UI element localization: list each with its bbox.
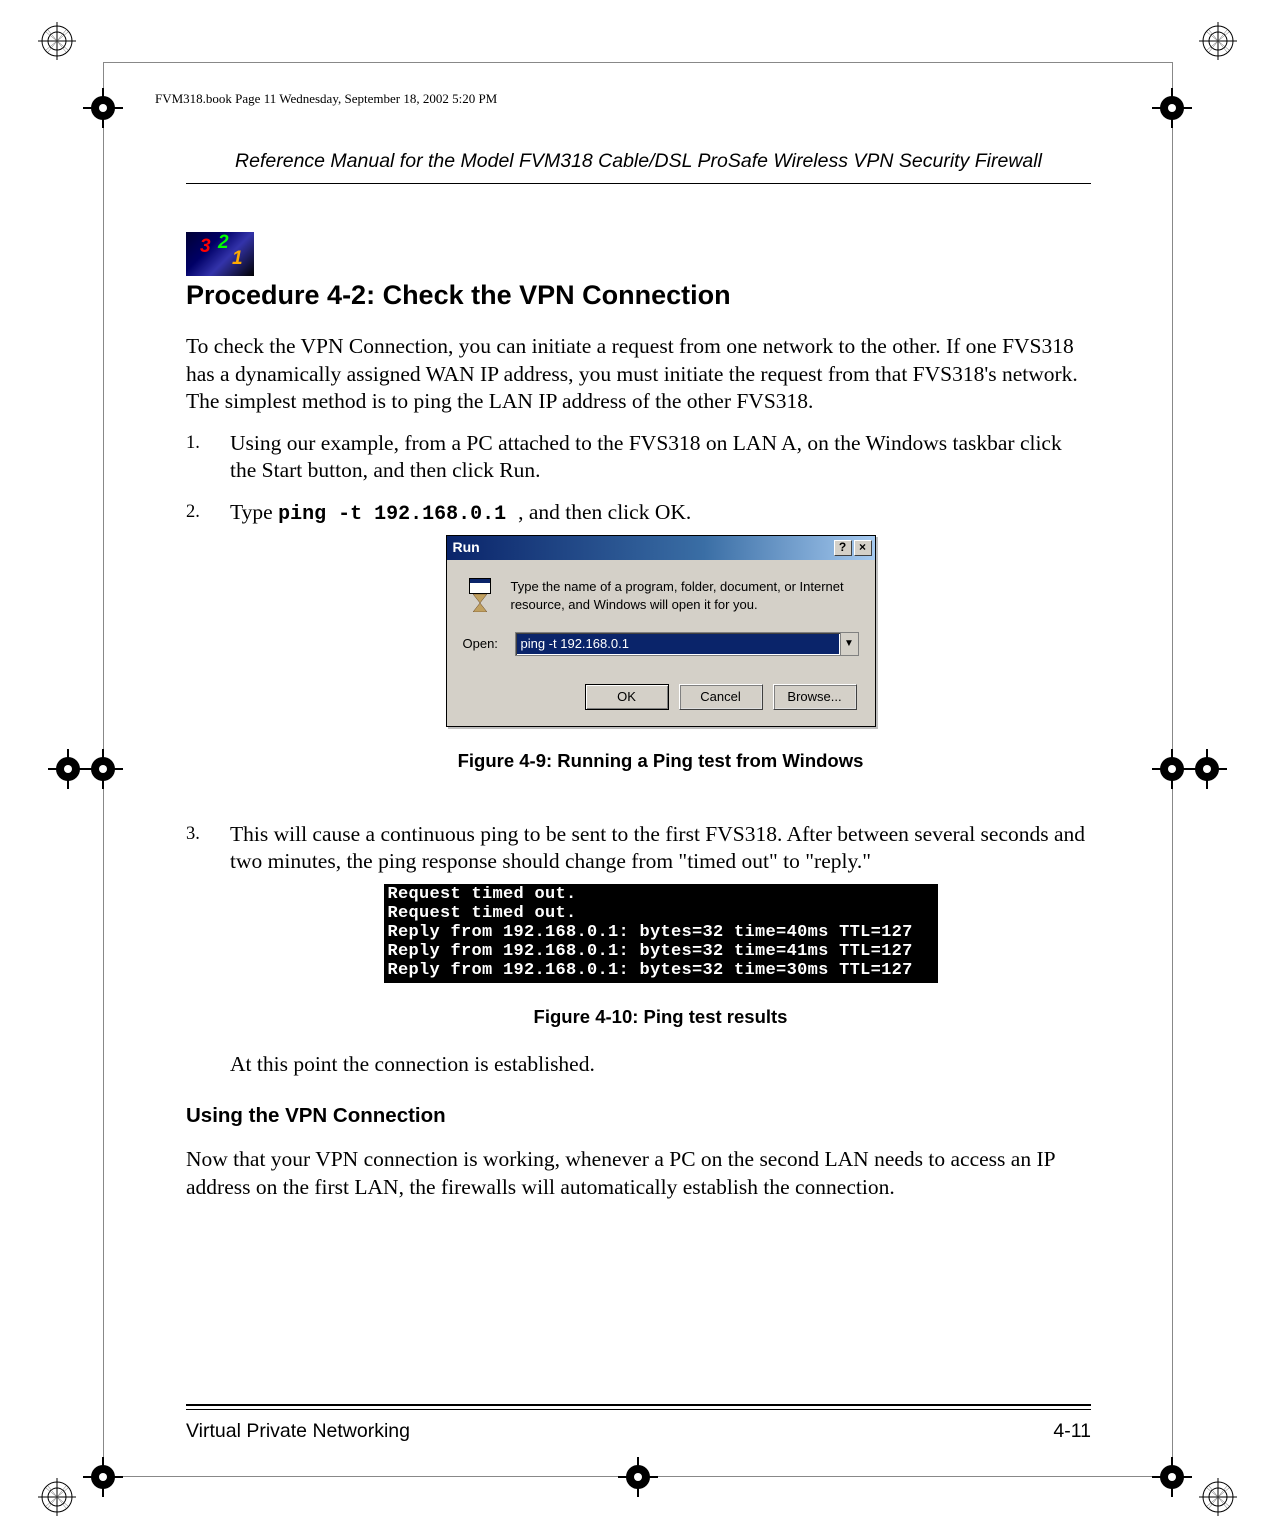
crop-mark-br [1199,1478,1237,1516]
framemaker-header: FVM318.book Page 11 Wednesday, September… [155,91,497,107]
intro-paragraph: To check the VPN Connection, you can ini… [186,333,1091,416]
reg-mark [80,746,126,792]
procedure-icon: 321 [186,232,254,276]
footer-rule-heavy [186,1404,1091,1406]
step-2-command: ping -t 192.168.0.1 [278,503,518,526]
footer-rule-light [186,1409,1091,1410]
combobox-dropdown-icon[interactable]: ▼ [840,633,858,655]
crop-mark-bl [38,1478,76,1516]
figure-4-10-caption: Figure 4-10: Ping test results [230,1005,1091,1029]
title-rule [186,183,1091,184]
run-title: Run [453,539,832,557]
procedure-heading: Procedure 4-2: Check the VPN Connection [186,280,1091,311]
page-content: Reference Manual for the Model FVM318 Ca… [186,150,1091,1215]
step-number: 3. [186,823,200,847]
open-input[interactable]: ping -t 192.168.0.1 [517,634,839,654]
step-1: 1. Using our example, from a PC attached… [186,430,1091,485]
step-number: 1. [186,432,200,456]
run-dialog: Run ? × Type the name of a program, fold… [446,535,876,727]
ping-console-output: Request timed out. Request timed out. Re… [384,884,938,983]
step-3: 3. This will cause a continuous ping to … [186,821,1091,1078]
step-2: 2. Type ping -t 192.168.0.1 , and then c… [186,499,1091,773]
closing-paragraph: Now that your VPN connection is working,… [186,1146,1091,1201]
manual-title: Reference Manual for the Model FVM318 Ca… [186,150,1091,173]
step-1-text: Using our example, from a PC attached to… [230,431,1062,483]
reg-mark [1184,746,1230,792]
figure-4-9-caption: Figure 4-9: Running a Ping test from Win… [230,749,1091,773]
reg-mark [615,1454,661,1500]
using-vpn-subheading: Using the VPN Connection [186,1104,1091,1128]
crop-mark-tl [38,22,76,60]
run-program-icon [463,578,499,614]
open-combobox[interactable]: ping -t 192.168.0.1 ▼ [515,632,859,656]
step-2-suffix: , and then click OK. [518,500,691,524]
page-footer: Virtual Private Networking 4-11 [186,1404,1091,1443]
browse-button[interactable]: Browse... [773,684,857,710]
footer-page-number: 4-11 [1053,1420,1091,1443]
reg-mark [80,1454,126,1500]
reg-mark [1149,85,1195,131]
cancel-button[interactable]: Cancel [679,684,763,710]
step-number: 2. [186,501,200,525]
run-description: Type the name of a program, folder, docu… [511,578,859,614]
reg-mark [80,85,126,131]
open-label: Open: [463,636,503,653]
reg-mark [1149,1454,1195,1500]
help-button[interactable]: ? [834,540,852,556]
close-button[interactable]: × [854,540,872,556]
step-2-prefix: Type [230,500,278,524]
step-3-text: This will cause a continuous ping to be … [230,822,1085,874]
steps-list: 1. Using our example, from a PC attached… [186,430,1091,1079]
ok-button[interactable]: OK [585,684,669,710]
footer-section-name: Virtual Private Networking [186,1420,410,1443]
after-console-text: At this point the connection is establis… [230,1052,595,1076]
run-titlebar[interactable]: Run ? × [447,536,875,560]
crop-mark-tr [1199,22,1237,60]
